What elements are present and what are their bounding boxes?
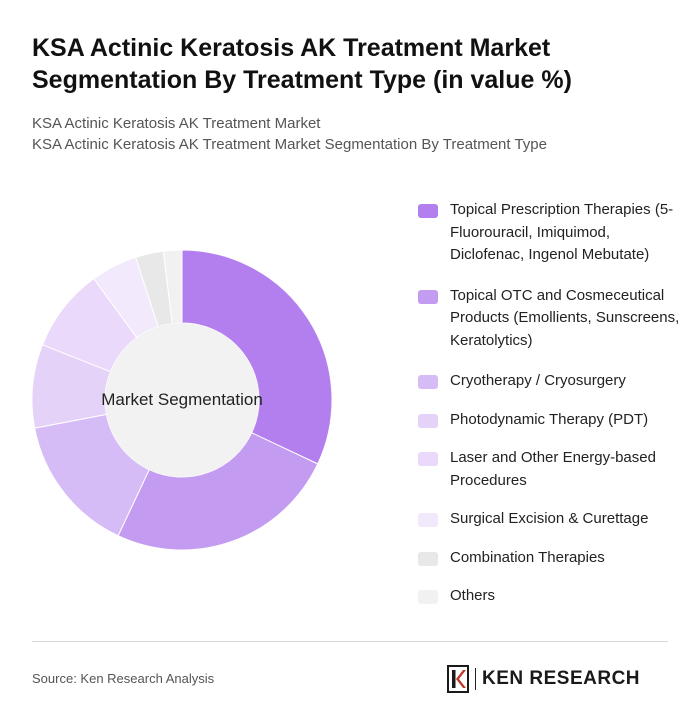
legend-label: Topical Prescription Therapies (5-Fluoro… xyxy=(450,201,674,263)
subtitle-segmentation: KSA Actinic Keratosis AK Treatment Marke… xyxy=(32,136,547,153)
legend-item-3: Photodynamic Therapy (PDT) xyxy=(418,409,680,432)
legend-swatch xyxy=(418,513,438,527)
logo-text: KEN RESEARCH xyxy=(482,668,641,689)
legend-item-1: Topical OTC and Cosmeceutical Products (… xyxy=(418,285,680,353)
legend-label: Surgical Excision & Curettage xyxy=(450,510,649,527)
legend-label: Others xyxy=(450,587,496,604)
legend-item-6: Combination Therapies xyxy=(418,547,680,570)
legend-item-7: Others xyxy=(418,585,680,608)
donut-hole xyxy=(105,323,259,477)
legend-item-0: Topical Prescription Therapies (5-Fluoro… xyxy=(418,199,680,267)
subtitle-market: KSA Actinic Keratosis AK Treatment Marke… xyxy=(32,115,321,132)
legend-label: Laser and Other Energy-based Procedures xyxy=(450,449,656,489)
legend-item-2: Cryotherapy / Cryosurgery xyxy=(418,370,680,393)
chart-title: KSA Actinic Keratosis AK Treatment Marke… xyxy=(32,34,572,94)
legend-swatch xyxy=(418,413,438,428)
legend-swatch xyxy=(418,551,438,566)
donut-svg xyxy=(31,249,333,551)
legend-swatch xyxy=(418,375,438,389)
chart-legend: Topical Prescription Therapies (5-Fluoro… xyxy=(418,199,680,608)
legend-label: Combination Therapies xyxy=(450,548,605,566)
legend-item-4: Laser and Other Energy-based Procedures xyxy=(418,447,680,492)
legend-swatch xyxy=(418,452,438,466)
legend-item-5: Surgical Excision & Curettage xyxy=(418,508,680,531)
legend-label: Topical OTC and Cosmeceutical Products (… xyxy=(450,286,680,349)
footer-divider xyxy=(32,641,668,642)
source-note: Source: Ken Research Analysis xyxy=(32,671,215,686)
donut-chart: Market Segmentation xyxy=(30,248,334,552)
ken-research-logo: KEN RESEARCH xyxy=(447,664,640,694)
legend-swatch xyxy=(418,590,438,604)
logo-k-icon xyxy=(447,665,469,693)
logo-separator xyxy=(475,668,476,690)
legend-label: Photodynamic Therapy (PDT) xyxy=(450,410,649,428)
legend-swatch xyxy=(418,289,438,304)
legend-swatch xyxy=(418,204,438,218)
legend-label: Cryotherapy / Cryosurgery xyxy=(450,372,626,389)
chart-subtitles: KSA Actinic Keratosis AK Treatment Marke… xyxy=(32,113,672,155)
